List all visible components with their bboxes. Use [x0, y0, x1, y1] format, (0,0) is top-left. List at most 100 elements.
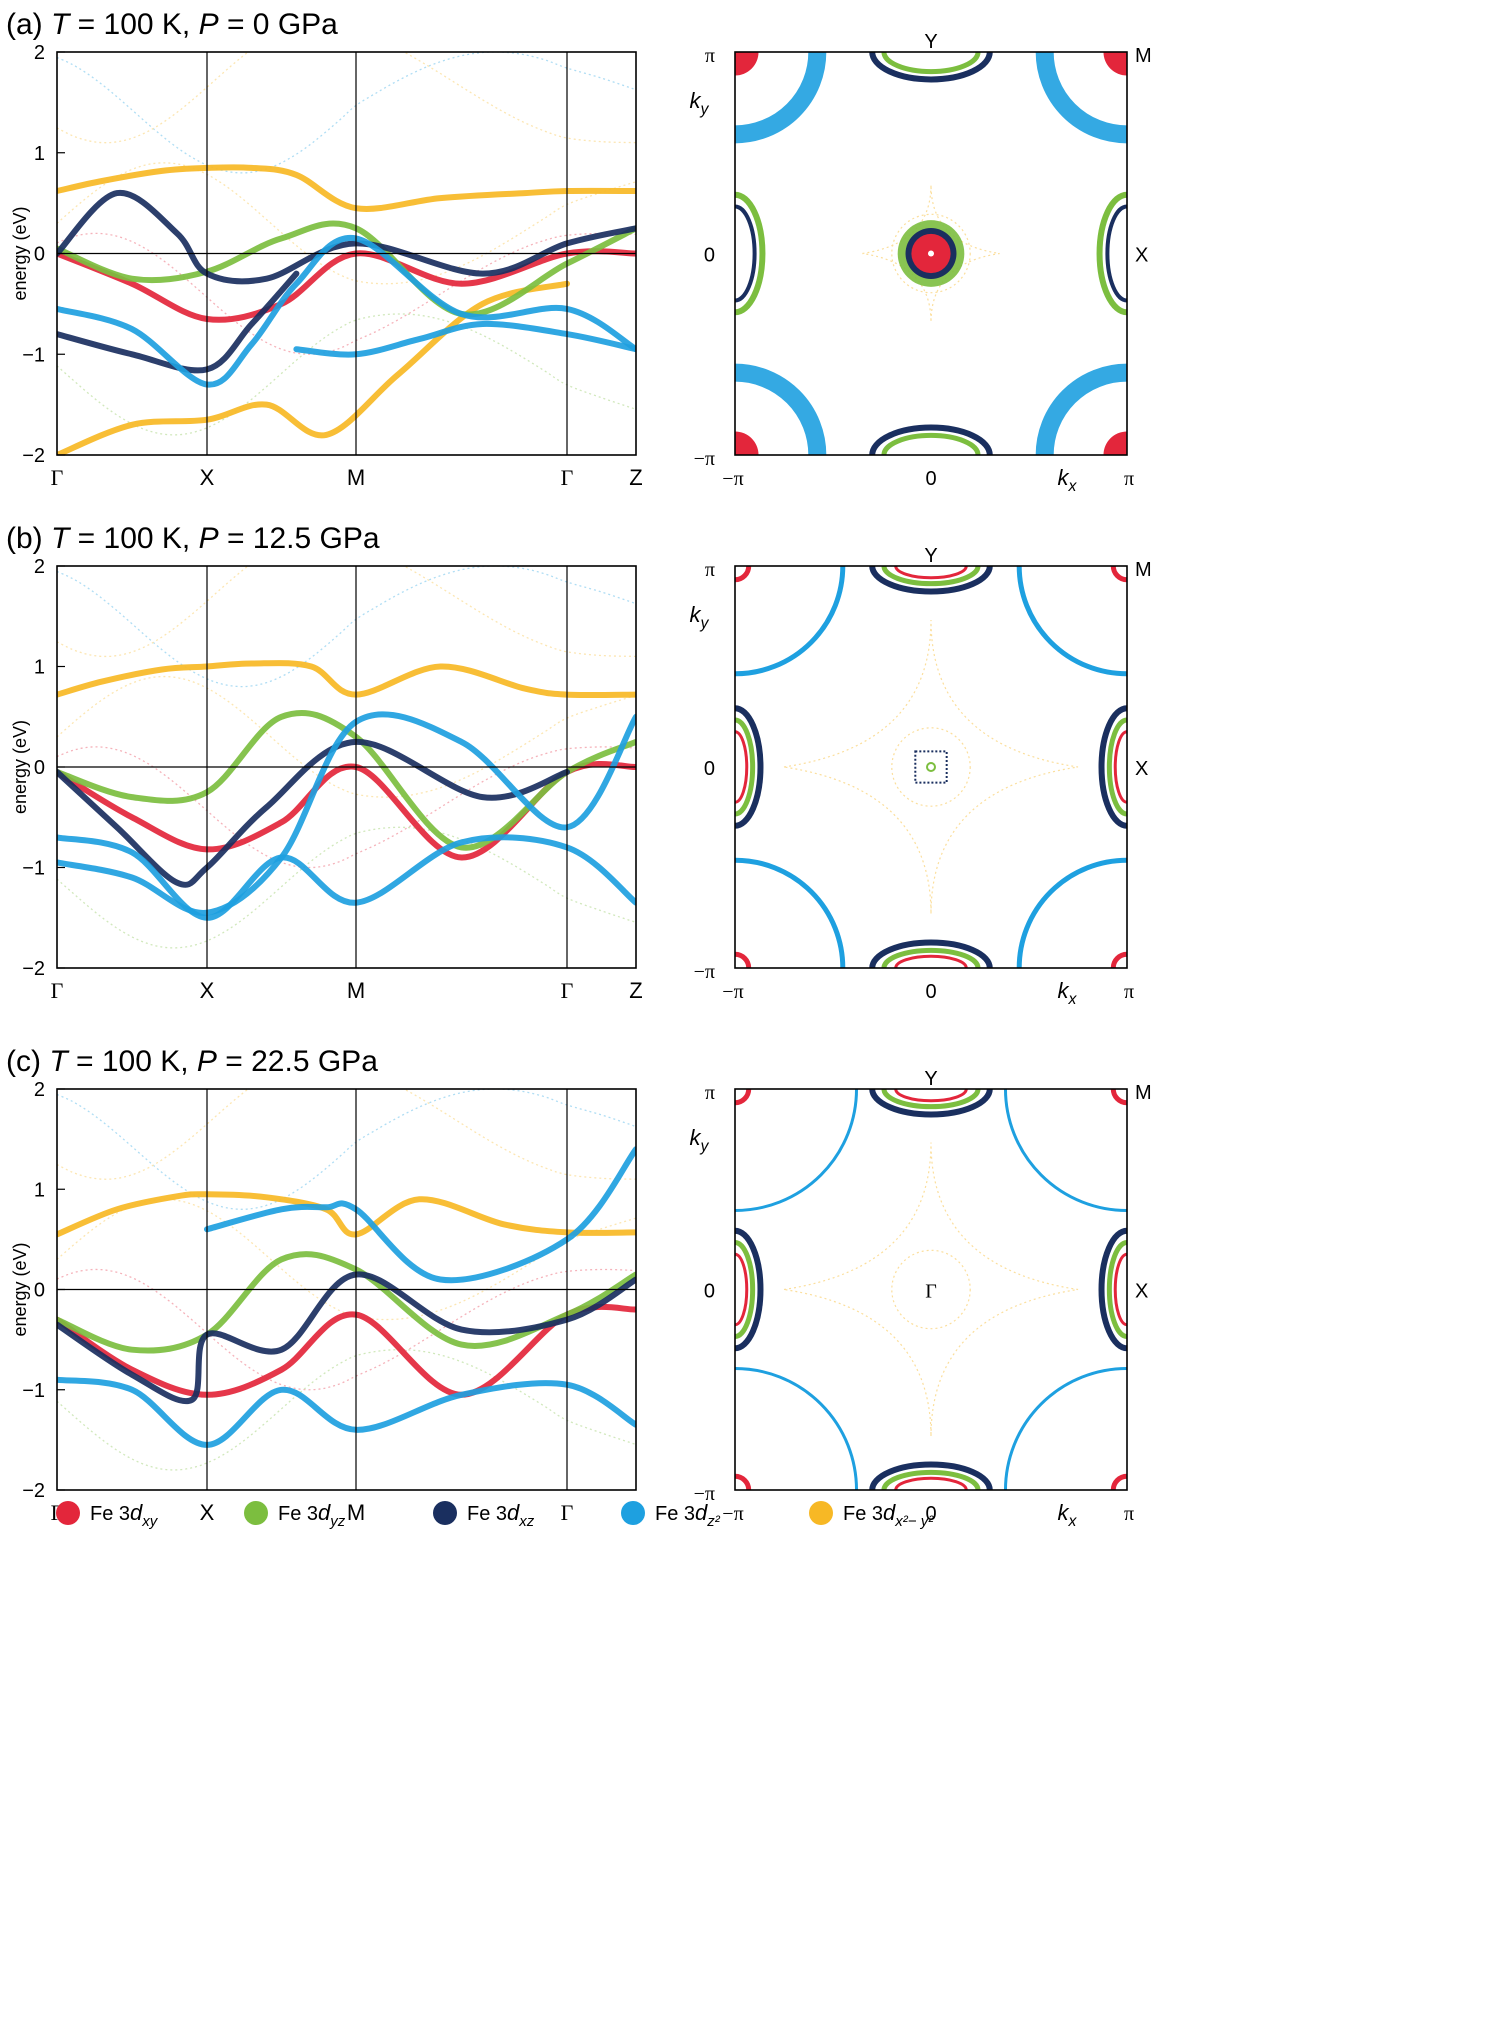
legend-sub: z² [706, 1513, 721, 1530]
fs-mid-tick: 0 [925, 981, 936, 1003]
band-series-xy [57, 248, 636, 323]
fs-ky-zero-tick: 0 [704, 1281, 715, 1303]
faint-band [57, 1349, 636, 1471]
fs-kx-label: kx [1058, 1500, 1078, 1530]
fs-kx-label-sub: x [1068, 1513, 1078, 1530]
kpoint-label: Γ [561, 465, 574, 490]
band-series-z2 [293, 320, 636, 358]
faint-band [57, 826, 636, 949]
faint-band [57, 1089, 636, 1210]
fs-ky-label: ky [690, 88, 710, 118]
legend-item-xz: Fe 3dxz [433, 1500, 535, 1530]
fs-contours [735, 52, 1127, 455]
fs-faint-diamond [783, 619, 1079, 915]
band-lines [57, 566, 636, 949]
fs-kx-label-sub: x [1068, 478, 1078, 495]
band-series-x2y2 [57, 660, 636, 699]
fs-label-Y: Y [924, 31, 937, 53]
band-series-z2 [57, 1376, 636, 1448]
kpoint-label: M [347, 465, 365, 490]
legend-prefix: Fe 3 [278, 1503, 318, 1525]
kpoint-label: M [347, 1500, 365, 1525]
legend-marker [56, 1501, 80, 1525]
fs-x-yz [735, 191, 766, 316]
fs-ky-label-sub: y [700, 1138, 710, 1155]
fs-mid-tick: 0 [925, 468, 936, 490]
y-tick-label: −2 [22, 445, 45, 467]
band-lines [57, 52, 636, 455]
pressure-symbol: P [199, 8, 219, 41]
y-tick-label: −1 [22, 858, 45, 880]
fs-y-xy [894, 566, 968, 580]
legend-d: d [130, 1500, 143, 1525]
fs-right-tick: π [1124, 1503, 1134, 1525]
fs-faint-contours [783, 1142, 1079, 1437]
fs-x-xz [1098, 1227, 1127, 1352]
legend-label: Fe 3dx²− y² [843, 1500, 934, 1530]
fs-label-M: M [1135, 559, 1152, 581]
fs-frame [734, 565, 1128, 969]
y-tick-label: 2 [34, 1079, 45, 1101]
band-series-z2 [57, 234, 636, 388]
faint-band [57, 162, 636, 285]
legend-marker [621, 1501, 645, 1525]
band-series-x2y2 [57, 1191, 636, 1238]
fs-label-gamma: Γ [925, 1281, 937, 1303]
fs-top-tick: π [705, 559, 715, 581]
fs-frame [734, 1088, 1128, 1491]
band-series-z2 [57, 711, 636, 916]
fs-right-tick: π [1124, 468, 1134, 490]
legend-marker [244, 1501, 268, 1525]
fs-ky-label: ky [690, 602, 710, 632]
band-series-x2y2 [57, 280, 570, 455]
fs-kx-label-main: k [1058, 978, 1070, 1003]
fs-y-xz [869, 939, 993, 968]
fs-y-xz [869, 52, 993, 83]
kpoint-label: Γ [561, 978, 574, 1003]
legend-sub: xy [141, 1513, 159, 1530]
fs-right-tick: π [1124, 981, 1134, 1003]
faint-bands [57, 1089, 636, 1471]
legend-d: d [318, 1500, 331, 1525]
legend: Fe 3dxy Fe 3dyz Fe 3dxz Fe 3dz² Fe 3dx²− y² [56, 1500, 934, 1530]
fs-left-tick: −π [722, 981, 743, 1003]
fs-gamma-yz [926, 762, 936, 772]
legend-item-z2: Fe 3dz² [621, 1500, 721, 1530]
kpoint-label: X [200, 978, 215, 1003]
faint-band [57, 313, 636, 436]
fs-faint-gamma [891, 1249, 971, 1330]
kpoint-label: X [200, 1500, 215, 1525]
band-series-yz [57, 709, 636, 851]
y-tick-label: 2 [34, 42, 45, 64]
fs-y-yz [881, 566, 981, 587]
legend-d: d [507, 1500, 520, 1525]
fs-kx-label: kx [1058, 978, 1078, 1008]
pressure-symbol: P [199, 522, 219, 555]
fs-kx-label-main: k [1058, 465, 1070, 490]
faint-band [57, 1198, 636, 1321]
fs-kx-label: kx [1058, 465, 1078, 495]
fs-y-yz [881, 1089, 981, 1110]
fs-label-Y: Y [924, 1068, 937, 1090]
fs-label-X: X [1135, 758, 1148, 780]
fs-ky-zero-tick: 0 [704, 245, 715, 267]
y-tick-label: −1 [22, 344, 45, 366]
fs-gamma-xz [914, 750, 948, 784]
y-axis-label: energy (eV) [10, 206, 30, 300]
y-axis-label: energy (eV) [10, 720, 30, 814]
fs-ky-label-main: k [690, 602, 702, 627]
fs-x-xz [1105, 204, 1127, 303]
band-series-z2 [57, 834, 636, 921]
fs-faint-gamma [891, 727, 971, 807]
y-tick-label: 0 [34, 757, 45, 779]
y-tick-label: 0 [34, 1280, 45, 1302]
band-series-xz [57, 1271, 636, 1405]
fs-x-yz [1096, 191, 1127, 316]
faint-band [57, 1089, 636, 1180]
legend-prefix: Fe 3 [90, 1503, 130, 1525]
fs-label-Y: Y [924, 545, 937, 567]
fs-bottom-tick: −π [694, 1483, 715, 1505]
fs-ky-label: ky [690, 1125, 710, 1155]
y-tick-label: 1 [34, 657, 45, 679]
